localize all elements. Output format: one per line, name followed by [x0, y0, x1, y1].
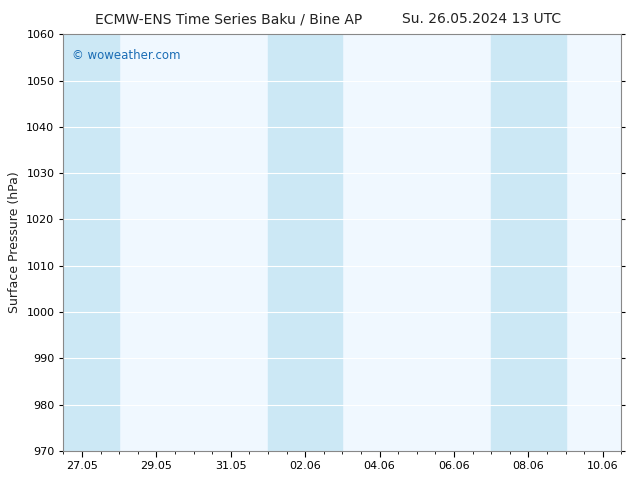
Bar [268, 34, 342, 451]
Y-axis label: Surface Pressure (hPa): Surface Pressure (hPa) [8, 172, 21, 314]
Text: ECMW-ENS Time Series Baku / Bine AP: ECMW-ENS Time Series Baku / Bine AP [94, 12, 362, 26]
Bar [63, 34, 119, 451]
Bar [491, 34, 566, 451]
Text: © woweather.com: © woweather.com [72, 49, 180, 62]
Text: Su. 26.05.2024 13 UTC: Su. 26.05.2024 13 UTC [403, 12, 561, 26]
